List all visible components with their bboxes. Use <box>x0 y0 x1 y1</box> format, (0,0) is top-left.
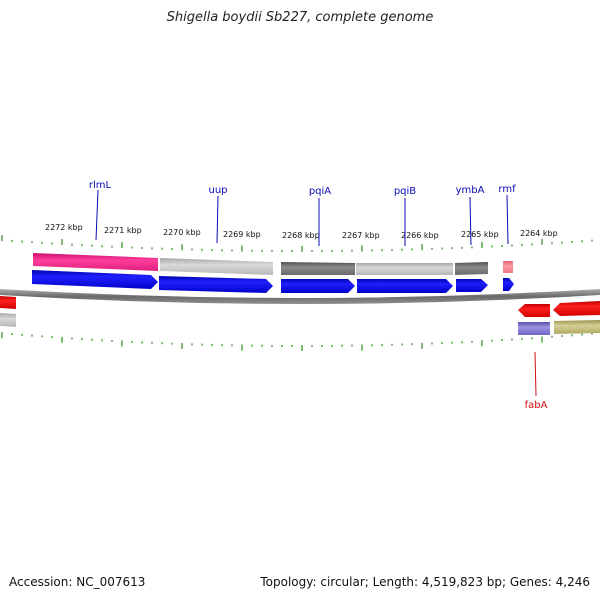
category-track-forward <box>33 253 513 275</box>
gene-label-fabA[interactable]: fabA <box>525 400 548 411</box>
kbp-label: 2268 kbp <box>282 231 320 240</box>
footer-accession: Accession: NC_007613 <box>9 575 146 589</box>
kbp-label: 2269 kbp <box>223 230 261 239</box>
kbp-label: 2264 kbp <box>520 229 558 238</box>
cds-arrow-fabA[interactable] <box>518 304 550 317</box>
footer-genome-stats: Topology: circular; Length: 4,519,823 bp… <box>260 575 590 589</box>
leader-line-rlmL <box>95 189 99 241</box>
cds-arrow-left-edge[interactable] <box>0 296 16 309</box>
gene-labels: rlmL uup pqiA pqiB ymbA rmf fabA <box>89 180 548 411</box>
cds-arrow-rmf[interactable] <box>503 278 514 291</box>
scale-ticks-bottom <box>1 332 593 351</box>
gene-label-ymbA[interactable]: ymbA <box>456 185 485 196</box>
feature-block-right-edge-category <box>554 320 600 334</box>
feature-block-left-edge-category <box>0 313 16 327</box>
cds-arrow-pqiB[interactable] <box>357 279 453 293</box>
reverse-cds-track <box>0 296 600 317</box>
kbp-scale-labels: 2272 kbp 2271 kbp 2270 kbp 2269 kbp 2268… <box>45 223 558 240</box>
gene-label-rmf[interactable]: rmf <box>498 184 516 195</box>
feature-block-pqiA-category <box>281 262 355 275</box>
gene-label-pqiA[interactable]: pqiA <box>309 186 331 197</box>
scale-ticks-top <box>1 235 593 252</box>
cds-arrow-pqiA[interactable] <box>281 279 355 293</box>
feature-block-rlmL-category <box>33 253 158 271</box>
kbp-label: 2265 kbp <box>461 230 499 239</box>
gene-label-uup[interactable]: uup <box>208 185 227 196</box>
gene-label-pqiB[interactable]: pqiB <box>394 186 416 197</box>
kbp-label: 2272 kbp <box>45 223 83 232</box>
kbp-label: 2266 kbp <box>401 231 439 240</box>
gene-label-rlmL[interactable]: rlmL <box>89 180 112 191</box>
cds-arrow-right-edge[interactable] <box>553 301 600 316</box>
feature-block-fabA-category <box>518 322 550 335</box>
feature-block-pqiB-category <box>356 263 453 275</box>
leader-line-uup <box>216 195 219 244</box>
kbp-label: 2270 kbp <box>163 228 201 237</box>
kbp-label: 2271 kbp <box>104 226 142 235</box>
leader-line-ymbA <box>469 196 472 246</box>
cds-arrow-rlmL[interactable] <box>32 270 158 289</box>
forward-cds-track <box>32 270 514 293</box>
feature-block-uup-category <box>160 258 273 275</box>
cds-arrow-uup[interactable] <box>159 276 273 293</box>
genome-title: Shigella boydii Sb227, complete genome <box>166 10 434 25</box>
kbp-label: 2267 kbp <box>342 231 380 240</box>
leader-line-rmf <box>506 194 509 245</box>
cds-arrow-ymbA[interactable] <box>456 279 488 292</box>
genome-backbone <box>0 289 600 304</box>
category-track-reverse <box>0 313 600 335</box>
feature-block-ymbA-category <box>455 262 488 275</box>
feature-block-rmf-category <box>503 261 513 273</box>
leader-line-fabA <box>534 351 537 397</box>
